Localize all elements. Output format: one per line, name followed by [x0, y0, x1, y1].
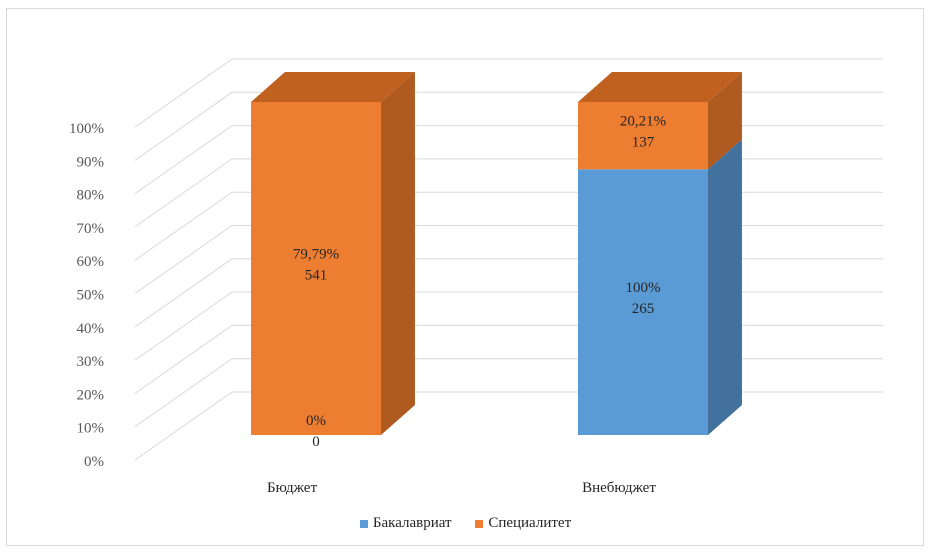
gridline: [134, 125, 883, 195]
y-tick-label: 80%: [77, 188, 105, 204]
y-tick-label: 70%: [77, 221, 105, 237]
bar-top: [578, 72, 742, 102]
y-tick-label: 60%: [77, 254, 105, 270]
y-tick-label: 40%: [77, 321, 105, 337]
gridline: [134, 58, 883, 128]
chart-frame: [6, 8, 924, 546]
gridline: [134, 91, 883, 161]
y-tick-label: 30%: [77, 354, 105, 370]
bar-side: [708, 72, 742, 170]
y-tick-label: 0%: [84, 454, 104, 470]
x-category-label: Внебюджет: [582, 480, 656, 496]
gridline: [134, 358, 883, 428]
bar-side: [381, 72, 415, 435]
data-label-percent: 0%: [306, 413, 326, 429]
data-label-percent: 79,79%: [293, 247, 339, 263]
legend-swatch-bachelor: [359, 519, 368, 528]
bar-top: [251, 72, 415, 102]
gridline: [134, 191, 883, 261]
y-tick-label: 50%: [77, 288, 105, 304]
bar-segment: [251, 102, 381, 435]
data-label-count: 265: [632, 301, 655, 317]
y-tick-label: 10%: [77, 421, 105, 437]
bar-segment: [578, 169, 708, 435]
data-label-percent: 100%: [626, 280, 661, 296]
y-tick-label: 100%: [69, 121, 104, 137]
gridline: [134, 158, 883, 228]
x-category-label: Бюджет: [267, 480, 318, 496]
gridline: [134, 258, 883, 328]
y-tick-label: 20%: [77, 387, 105, 403]
legend-label-bachelor: Бакалавриат: [372, 515, 452, 531]
data-label-percent: 20,21%: [620, 114, 666, 130]
gridline: [134, 324, 883, 394]
bar-side: [708, 139, 742, 435]
bar-segment: [578, 102, 708, 170]
legend: Бакалавриат Специалитет: [0, 515, 931, 533]
gridline: [134, 391, 883, 461]
legend-label-specialist: Специалитет: [488, 515, 572, 531]
legend-swatch-specialist: [475, 519, 484, 528]
data-label-count: 137: [632, 135, 655, 151]
legend-item-specialist: Специалитет: [475, 515, 571, 532]
legend-item-bachelor: Бакалавриат: [359, 515, 452, 532]
data-label-count: 0: [312, 434, 320, 450]
data-label-count: 541: [305, 268, 328, 284]
gridline: [134, 225, 883, 294]
gridline: [134, 291, 883, 361]
y-tick-label: 90%: [77, 154, 105, 170]
